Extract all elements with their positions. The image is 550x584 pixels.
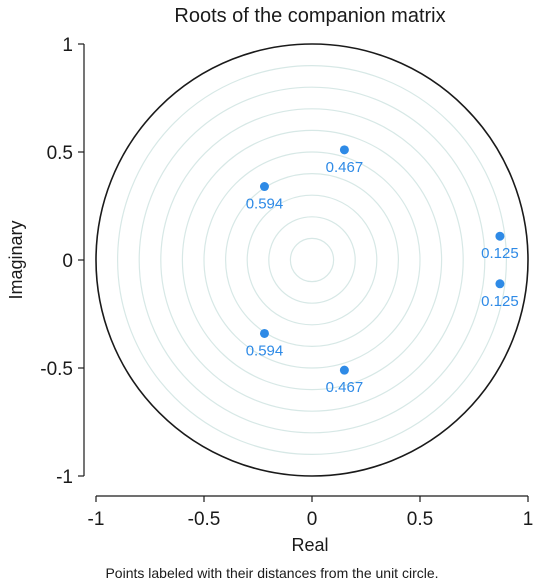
grid-circle-6 — [181, 129, 443, 391]
x-tick-label: 0 — [307, 509, 318, 530]
y-tick-label: 1 — [62, 35, 73, 56]
x-tick-label: 0.5 — [407, 509, 433, 530]
root-point-label: 0.125 — [481, 245, 519, 262]
grid-circle-3 — [246, 194, 378, 326]
root-point-label: 0.594 — [246, 196, 284, 213]
root-point — [259, 182, 269, 192]
grid-circle-9 — [117, 65, 507, 455]
y-tick-label: -0.5 — [40, 359, 73, 380]
grid-circles — [117, 65, 507, 455]
grid-circle-7 — [160, 108, 464, 412]
grid-circle-5 — [203, 151, 421, 369]
x-tick-label: -1 — [88, 509, 105, 530]
root-point — [495, 231, 505, 241]
x-tick-label: -0.5 — [188, 509, 221, 530]
chart-title: Roots of the companion matrix — [174, 5, 445, 27]
root-point-label: 0.125 — [481, 293, 519, 310]
y-tick-label: 0.5 — [47, 143, 73, 164]
y-axis-label: Imaginary — [6, 220, 26, 299]
root-point — [259, 328, 269, 338]
root-point-label: 0.467 — [326, 159, 364, 176]
root-point-label: 0.594 — [246, 342, 284, 359]
x-tick-label: 1 — [523, 509, 534, 530]
root-point — [495, 279, 505, 289]
chart-note: Points labeled with their distances from… — [105, 565, 438, 581]
grid-circle-1 — [289, 237, 335, 283]
grid-circle-2 — [268, 216, 356, 304]
root-point — [339, 145, 349, 155]
axes: 1 0.5 0 -0.5 -1 -1 -0.5 0 0.5 1 — [40, 35, 533, 530]
y-tick-label: 0 — [62, 251, 73, 272]
x-axis-label: Real — [291, 535, 328, 555]
roots: 0.467 0.467 0.594 0.594 0.125 0.125 — [246, 145, 519, 396]
grid-circle-8 — [138, 86, 486, 434]
grid-circle-4 — [225, 173, 400, 348]
y-tick-label: -1 — [56, 467, 73, 488]
root-point-label: 0.467 — [326, 379, 364, 396]
unit-circle — [95, 43, 529, 477]
root-point — [339, 365, 349, 375]
